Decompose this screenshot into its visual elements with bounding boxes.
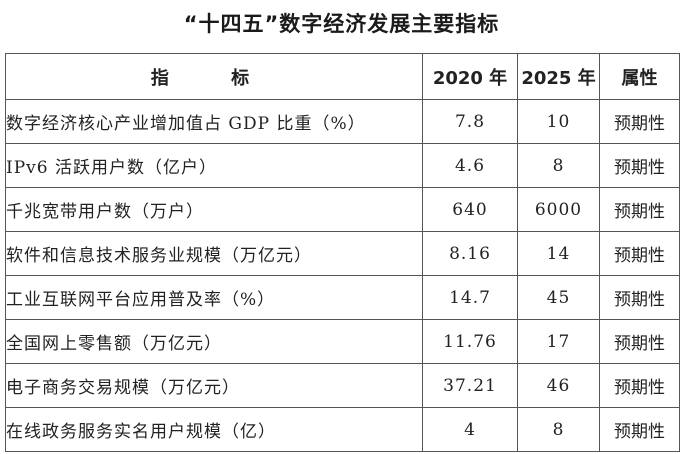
value-2020: 11.76 [422, 319, 518, 364]
table-row: 全国网上零售额（万亿元） 11.76 17 预期性 [5, 319, 680, 364]
value-2025: 8 [517, 407, 600, 452]
table-row: 数字经济核心产业增加值占 GDP 比重（%） 7.8 10 预期性 [5, 99, 680, 144]
header-indicator: 指 标 [5, 53, 423, 100]
indicator-attribute: 预期性 [599, 231, 680, 276]
value-2025: 17 [517, 319, 600, 364]
header-2025: 2025 年 [517, 53, 600, 100]
indicator-attribute: 预期性 [599, 319, 680, 364]
value-2020: 7.8 [422, 99, 518, 144]
table-header-row: 指 标 2020 年 2025 年 属性 [5, 53, 680, 100]
value-2025: 10 [517, 99, 600, 144]
indicator-attribute: 预期性 [599, 187, 680, 232]
indicator-name: 在线政务服务实名用户规模（亿） [5, 407, 423, 452]
table-row: IPv6 活跃用户数（亿户） 4.6 8 预期性 [5, 143, 680, 188]
indicator-name: 软件和信息技术服务业规模（万亿元） [5, 231, 423, 276]
table-row: 千兆宽带用户数（万户） 640 6000 预期性 [5, 187, 680, 232]
value-2025: 8 [517, 143, 600, 188]
table-row: 电子商务交易规模（万亿元） 37.21 46 预期性 [5, 363, 680, 408]
header-2020: 2020 年 [422, 53, 518, 100]
table-row: 软件和信息技术服务业规模（万亿元） 8.16 14 预期性 [5, 231, 680, 276]
indicator-attribute: 预期性 [599, 275, 680, 320]
table-row: 工业互联网平台应用普及率（%） 14.7 45 预期性 [5, 275, 680, 320]
value-2020: 8.16 [422, 231, 518, 276]
value-2020: 4 [422, 407, 518, 452]
value-2020: 4.6 [422, 143, 518, 188]
value-2020: 14.7 [422, 275, 518, 320]
indicators-table: 指 标 2020 年 2025 年 属性 数字经济核心产业增加值占 GDP 比重… [5, 53, 680, 452]
table-row: 在线政务服务实名用户规模（亿） 4 8 预期性 [5, 407, 680, 452]
value-2025: 45 [517, 275, 600, 320]
document-title: “十四五”数字经济发展主要指标 [183, 12, 500, 36]
indicator-name: 工业互联网平台应用普及率（%） [5, 275, 423, 320]
header-attribute: 属性 [599, 53, 680, 100]
indicator-name: 全国网上零售额（万亿元） [5, 319, 423, 364]
value-2025: 46 [517, 363, 600, 408]
indicator-name: 电子商务交易规模（万亿元） [5, 363, 423, 408]
indicator-attribute: 预期性 [599, 99, 680, 144]
indicator-attribute: 预期性 [599, 407, 680, 452]
indicator-attribute: 预期性 [599, 363, 680, 408]
indicator-name: 千兆宽带用户数（万户） [5, 187, 423, 232]
value-2020: 37.21 [422, 363, 518, 408]
indicator-name: IPv6 活跃用户数（亿户） [5, 143, 423, 188]
value-2025: 14 [517, 231, 600, 276]
indicator-attribute: 预期性 [599, 143, 680, 188]
value-2025: 6000 [517, 187, 600, 232]
value-2020: 640 [422, 187, 518, 232]
indicator-name: 数字经济核心产业增加值占 GDP 比重（%） [5, 99, 423, 144]
